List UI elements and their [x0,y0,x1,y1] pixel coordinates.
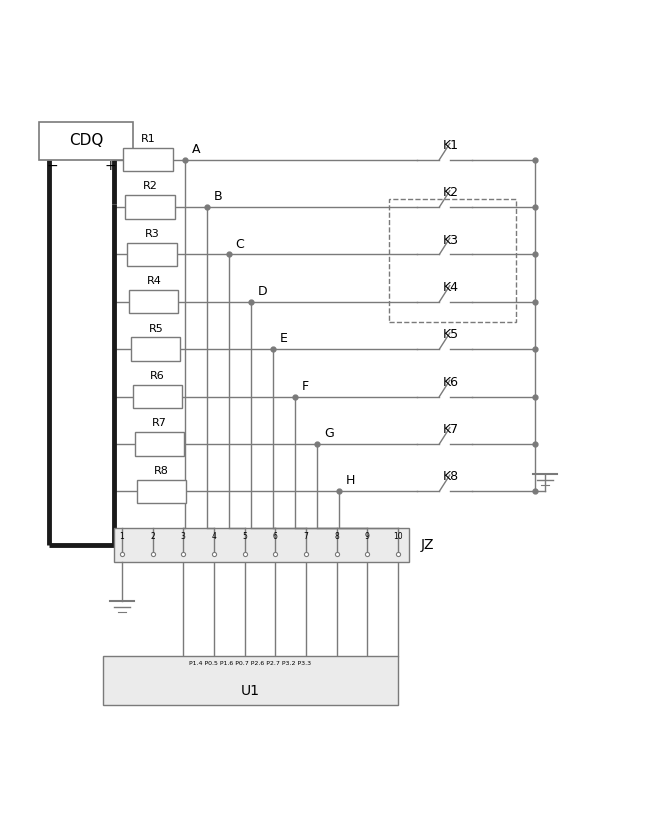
Text: K2: K2 [443,186,459,199]
Text: 4: 4 [212,532,216,541]
Text: K3: K3 [443,234,459,246]
Text: 6: 6 [273,532,278,541]
Text: H: H [346,474,355,488]
Bar [123,148,173,171]
Text: R8: R8 [154,466,169,476]
Text: A: A [191,143,200,156]
Text: 8: 8 [334,532,339,541]
Text: R7: R7 [153,418,167,428]
Text: K6: K6 [443,376,459,389]
Bar [137,479,186,503]
Text: 2: 2 [151,532,155,541]
Text: F: F [302,379,309,393]
Text: R4: R4 [147,276,161,286]
Text: R2: R2 [143,181,157,191]
Text: U1: U1 [241,684,260,697]
Text: 9: 9 [365,532,370,541]
Text: K1: K1 [443,139,459,152]
Text: K7: K7 [443,423,459,436]
Text: R1: R1 [141,134,155,144]
Bar [39,122,133,160]
Bar [125,196,175,219]
Text: C: C [236,237,244,250]
Bar [133,385,182,409]
Bar [114,528,409,562]
Bar [135,433,184,456]
Text: G: G [324,427,334,440]
Text: JZ: JZ [421,538,434,552]
Text: R6: R6 [151,371,165,381]
Text: 10: 10 [393,532,402,541]
Text: K4: K4 [443,281,459,294]
Text: R3: R3 [145,229,159,239]
Text: CDQ: CDQ [69,133,103,148]
Text: 7: 7 [304,532,308,541]
Text: −: − [46,159,58,173]
Text: B: B [214,191,222,203]
Text: K5: K5 [443,329,459,341]
Text: 5: 5 [242,532,247,541]
Text: +: + [104,159,116,173]
Text: E: E [280,332,288,345]
Text: 1: 1 [119,532,125,541]
Text: R5: R5 [149,324,163,334]
Text: P1.4 P0.5 P1.6 P0.7 P2.6 P2.7 P3.2 P3.3: P1.4 P0.5 P1.6 P0.7 P2.6 P2.7 P3.2 P3.3 [189,661,312,666]
Text: K8: K8 [443,470,459,483]
Bar [127,243,177,266]
Text: 3: 3 [181,532,186,541]
Bar [129,290,178,314]
Text: D: D [258,285,267,298]
Bar [131,338,180,361]
Bar [103,656,398,705]
Bar [389,199,516,322]
